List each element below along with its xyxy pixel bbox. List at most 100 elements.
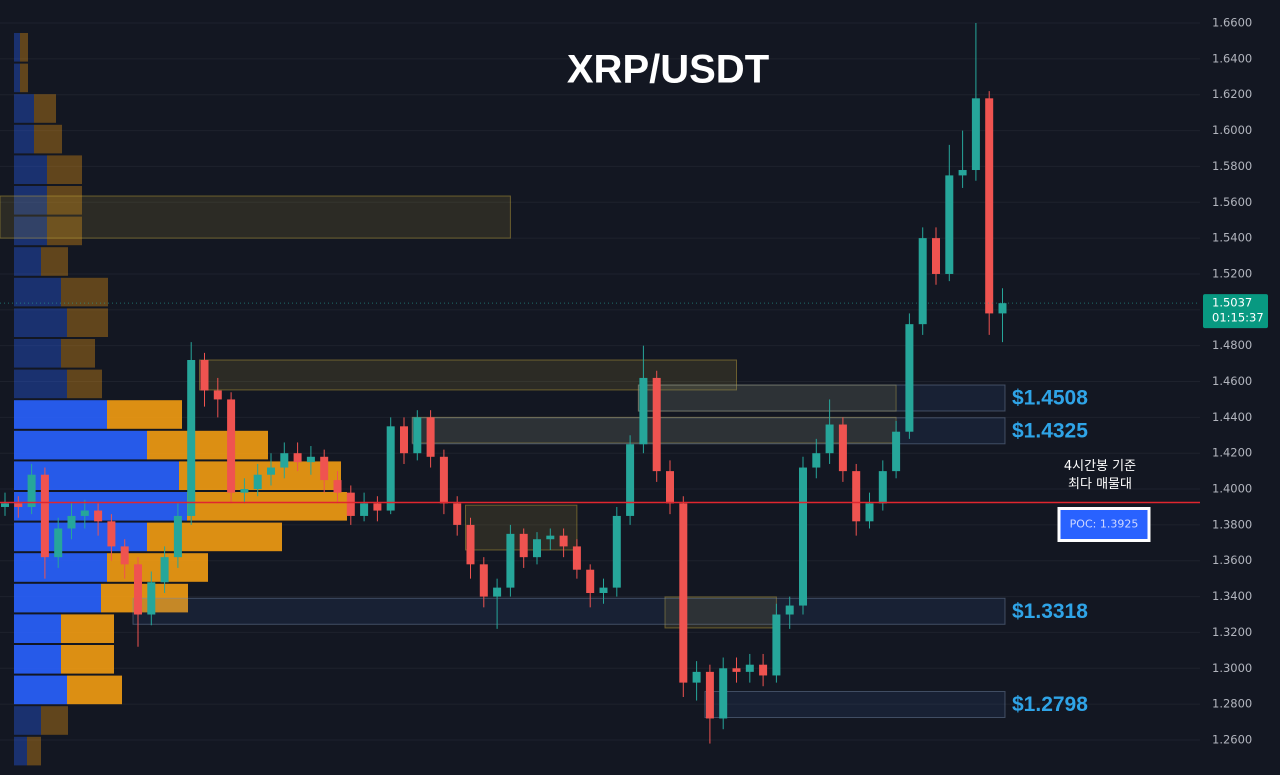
y-tick-label: 1.5200 bbox=[1212, 266, 1252, 280]
poc-box bbox=[1057, 506, 1151, 542]
y-tick-label: 1.6000 bbox=[1212, 123, 1252, 137]
candle-body bbox=[54, 528, 63, 558]
profile-buy bbox=[14, 186, 47, 215]
candle-body bbox=[160, 557, 169, 583]
candle-body bbox=[173, 515, 182, 558]
candle-body bbox=[134, 564, 142, 615]
candle-body bbox=[759, 664, 768, 676]
candle-body bbox=[147, 582, 156, 615]
candle-body bbox=[120, 546, 129, 565]
profile-sell bbox=[61, 339, 95, 368]
annotation: 4시간봉 기준 bbox=[1064, 459, 1136, 474]
candle-body bbox=[107, 521, 116, 547]
candle-body bbox=[333, 480, 342, 493]
y-tick-label: 1.5600 bbox=[1212, 195, 1252, 209]
candle-body bbox=[213, 390, 222, 400]
profile-sell bbox=[34, 124, 62, 154]
profile-buy bbox=[14, 63, 20, 93]
candle-body bbox=[373, 503, 382, 511]
candle-body bbox=[745, 664, 754, 672]
y-tick-label: 1.4200 bbox=[1212, 446, 1252, 460]
order-block bbox=[0, 195, 511, 239]
candle-body bbox=[306, 456, 315, 463]
candle-body bbox=[719, 668, 728, 719]
candle-body bbox=[1, 503, 9, 507]
candle-body bbox=[493, 587, 502, 597]
profile-sell bbox=[47, 155, 82, 184]
profile-sell bbox=[67, 369, 102, 399]
last-price-tag bbox=[1203, 294, 1268, 329]
candle-body bbox=[14, 503, 23, 507]
profile-buy bbox=[14, 94, 34, 123]
candle-body bbox=[599, 587, 608, 594]
profile-sell bbox=[41, 706, 68, 735]
candle-body bbox=[732, 668, 741, 672]
profile-buy bbox=[14, 33, 20, 62]
candle-body bbox=[187, 360, 196, 516]
y-tick-label: 1.6400 bbox=[1212, 51, 1252, 65]
candle-body bbox=[240, 489, 249, 493]
candle-body bbox=[80, 510, 89, 516]
candle-body bbox=[466, 524, 475, 565]
candle-body bbox=[439, 456, 448, 504]
profile-sell bbox=[61, 614, 114, 643]
level-zone bbox=[132, 597, 1006, 625]
profile-sell bbox=[61, 645, 114, 674]
profile-sell bbox=[187, 492, 347, 521]
profile-buy bbox=[14, 308, 67, 337]
candle-body bbox=[679, 503, 688, 683]
profile-sell bbox=[147, 430, 268, 460]
y-tick-label: 1.4000 bbox=[1212, 482, 1252, 496]
profile-sell bbox=[20, 33, 28, 62]
level-zone bbox=[637, 384, 1006, 412]
candle-body bbox=[958, 170, 967, 176]
candle-body bbox=[812, 453, 821, 468]
countdown: 01:15:37 bbox=[1212, 311, 1264, 325]
y-tick-label: 1.5800 bbox=[1212, 159, 1252, 173]
profile-sell bbox=[107, 400, 182, 429]
profile-buy bbox=[14, 400, 107, 429]
candle-body bbox=[413, 417, 422, 454]
profile-buy bbox=[14, 736, 27, 766]
candle-body bbox=[692, 671, 701, 683]
candle-body bbox=[852, 471, 861, 522]
candle-body bbox=[838, 424, 847, 472]
candle-body bbox=[293, 453, 302, 463]
y-tick-label: 1.3000 bbox=[1212, 661, 1252, 675]
candle-body bbox=[652, 377, 661, 472]
profile-buy bbox=[14, 124, 34, 154]
level-zone bbox=[411, 417, 1006, 445]
candle-body bbox=[612, 515, 621, 588]
profile-buy bbox=[14, 583, 101, 613]
candle-body bbox=[772, 614, 781, 676]
y-tick-label: 1.4800 bbox=[1212, 338, 1252, 352]
profile-sell bbox=[67, 308, 108, 337]
chart-title: XRP/USDT bbox=[567, 48, 769, 92]
candle-body bbox=[453, 503, 462, 525]
candle-body bbox=[971, 98, 980, 171]
profile-buy bbox=[14, 553, 107, 582]
candle-body bbox=[785, 605, 794, 615]
y-tick-label: 1.4600 bbox=[1212, 374, 1252, 388]
candle-body bbox=[346, 492, 355, 516]
candle-body bbox=[27, 474, 36, 507]
profile-buy bbox=[14, 675, 67, 705]
level-label: $1.4325 bbox=[1012, 419, 1088, 442]
level-label: $1.3318 bbox=[1012, 600, 1088, 623]
candle-body bbox=[426, 417, 435, 457]
profile-sell bbox=[67, 675, 122, 705]
profile-sell bbox=[101, 583, 188, 613]
candle-body bbox=[253, 474, 262, 490]
profile-sell bbox=[20, 63, 28, 93]
candle-body bbox=[40, 474, 49, 558]
profile-sell bbox=[47, 186, 82, 215]
level-label: $1.4508 bbox=[1012, 387, 1088, 410]
candle-body bbox=[825, 424, 834, 454]
candle-body bbox=[932, 238, 940, 274]
profile-buy bbox=[14, 339, 61, 368]
candle-body bbox=[705, 671, 714, 719]
candle-body bbox=[985, 98, 994, 314]
profile-buy bbox=[14, 430, 147, 460]
